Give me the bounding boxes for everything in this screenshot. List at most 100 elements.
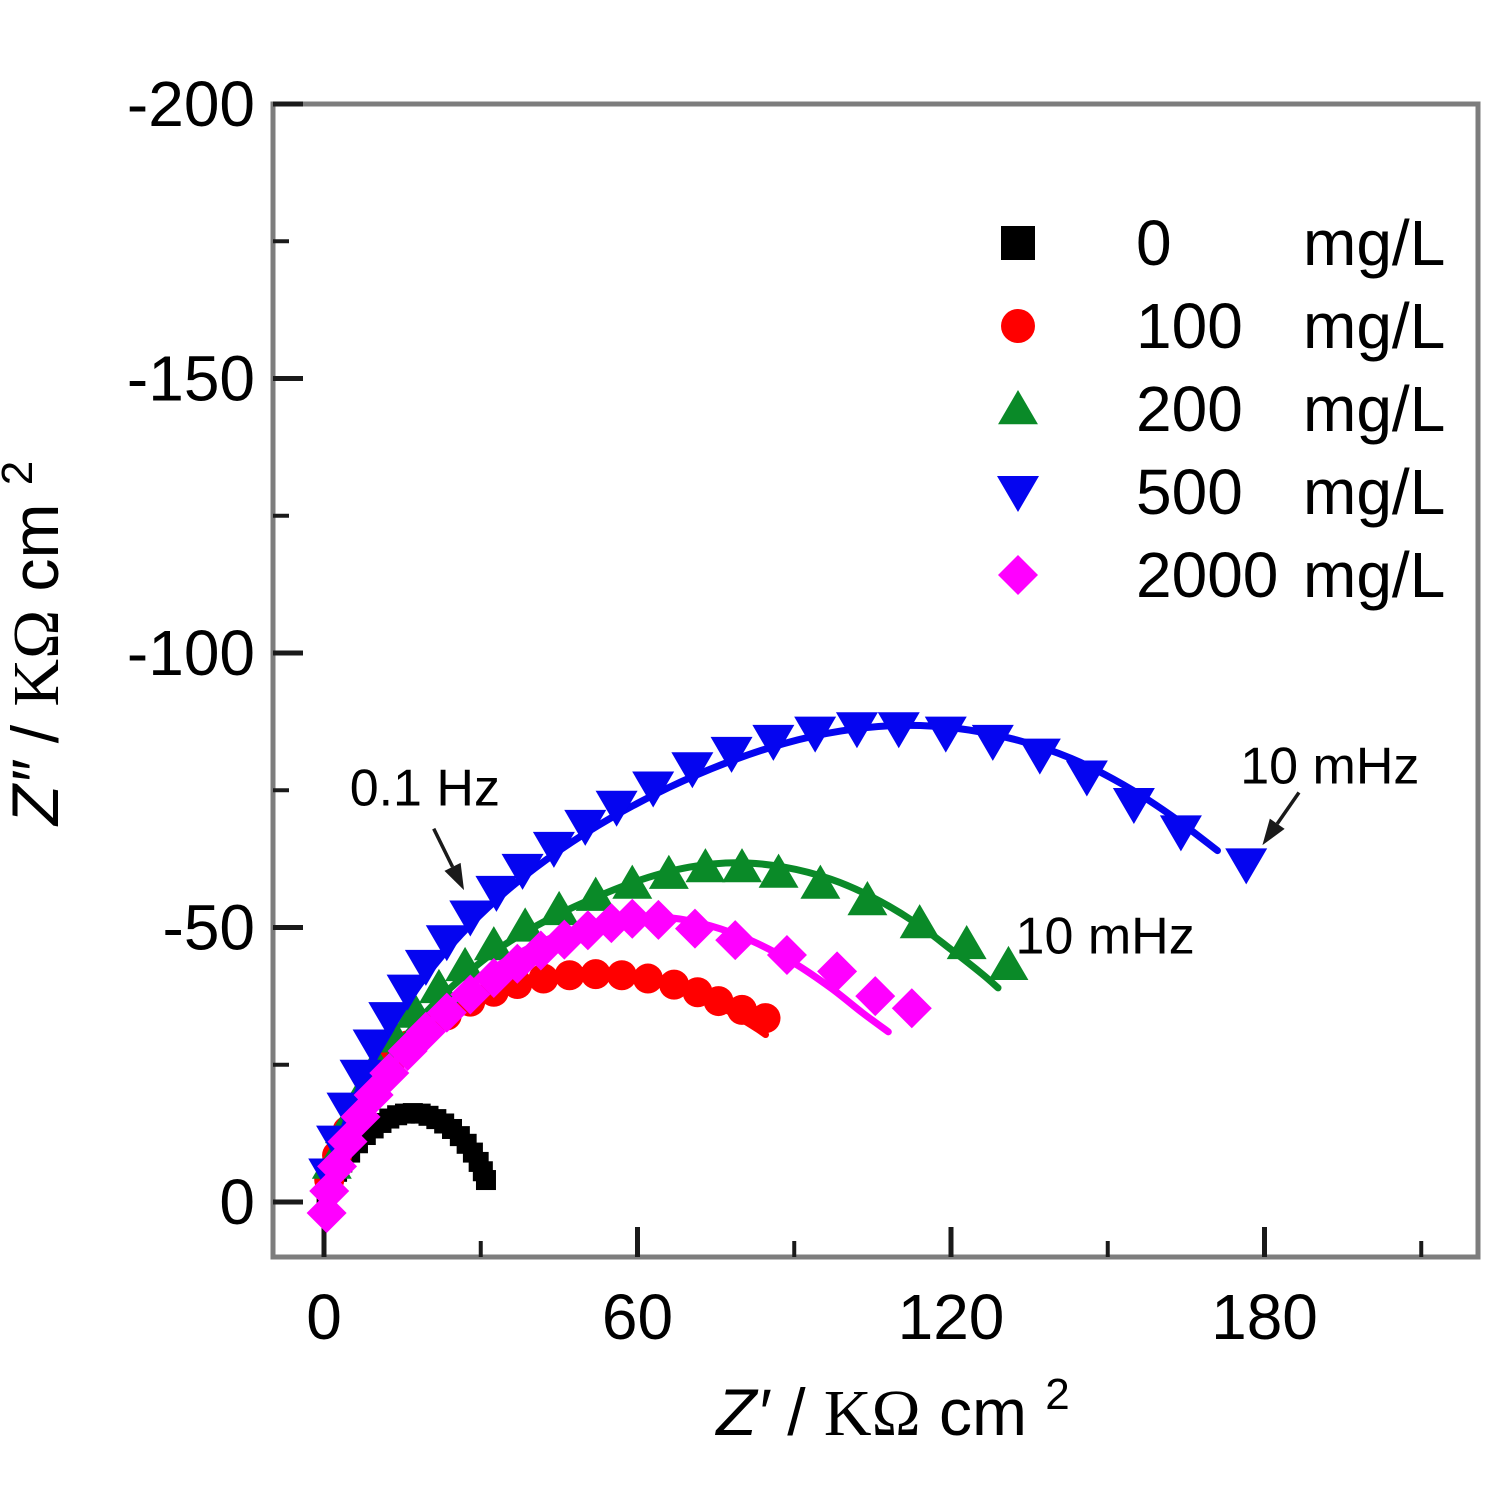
triangle-down-marker (997, 476, 1039, 512)
diamond-marker (855, 976, 896, 1017)
annotation-0-1-hz-0: 0.1 Hz (350, 760, 500, 891)
square-marker (1001, 226, 1035, 260)
triangle-up-marker (445, 946, 486, 982)
triangle-down-marker (794, 716, 837, 753)
circle-marker (580, 959, 611, 990)
legend-item-500-mg-l: 500 mg/L (997, 456, 1445, 528)
legend-item-200-mg-l: 200 mg/L (998, 373, 1445, 445)
y-tick-labels: 0 -50 -100 -150 -200 (127, 68, 255, 1238)
legend-unit: mg/L (1303, 290, 1445, 362)
circle-marker (606, 960, 637, 991)
triangle-down-marker (877, 712, 920, 749)
circle-marker (632, 963, 663, 994)
triangle-up-marker (988, 945, 1029, 981)
triangle-down-marker (671, 752, 714, 789)
diamond-marker (369, 1052, 410, 1093)
plot-frame (270, 101, 1481, 1260)
x-axis-label: Z′ / KΩ cm 2 (714, 1370, 1070, 1450)
axis-ticks (273, 101, 1424, 1257)
y-tick-label: -200 (127, 68, 255, 140)
y-tick-label: 0 (219, 1166, 255, 1238)
circle-marker (659, 969, 690, 1000)
circle-marker (727, 994, 757, 1025)
legend-unit: mg/L (1303, 373, 1445, 445)
triangle-down-marker (449, 900, 492, 937)
annotation-arrowhead (1262, 818, 1285, 846)
legend-item-100-mg-l: 100 mg/L (1001, 290, 1445, 362)
triangle-down-marker (971, 724, 1014, 761)
legend-value: 100 (1136, 290, 1243, 362)
y-tick-label: -100 (127, 617, 255, 689)
y-tick-label: -150 (127, 343, 255, 415)
circle-marker (554, 960, 585, 991)
triangle-down-marker (425, 925, 468, 962)
triangle-up-marker (612, 864, 653, 899)
legend-value: 500 (1136, 456, 1243, 528)
triangle-down-marker (632, 771, 675, 808)
legend-value: 2000 (1136, 539, 1278, 611)
triangle-down-marker (501, 853, 544, 890)
triangle-down-marker (752, 724, 795, 761)
annotation-10-mhz-1: 10 mHz (1016, 908, 1195, 966)
annotation-arrowhead (444, 862, 465, 891)
square-marker (475, 1170, 496, 1191)
legend-unit: mg/L (1303, 456, 1445, 528)
annotation-text: 10 mHz (1016, 908, 1195, 966)
triangle-up-marker (899, 904, 940, 939)
triangle-up-marker (800, 864, 841, 899)
diamond-marker (766, 934, 807, 975)
circle-marker (750, 1003, 781, 1034)
triangle-up-marker (847, 881, 888, 916)
y-tick-label: -50 (163, 892, 256, 964)
diamond-marker (405, 1011, 446, 1052)
triangle-up-marker (575, 876, 616, 911)
triangle-down-marker (404, 949, 447, 986)
triangle-down-marker (368, 1002, 411, 1039)
circle-marker (1001, 309, 1035, 343)
y-axis-label: Z″ / KΩ cm 2 (0, 461, 73, 828)
annotation-arrow-line (1275, 791, 1301, 825)
diamond-marker (426, 992, 467, 1033)
triangle-down-marker (1159, 815, 1202, 852)
triangle-down-marker (339, 1059, 382, 1096)
triangle-down-marker (595, 790, 638, 827)
triangle-down-marker (924, 716, 967, 753)
triangle-up-marker (685, 848, 726, 883)
triangle-down-marker (1065, 760, 1108, 797)
diamond-marker (817, 951, 858, 992)
series-2000-mg-l (306, 898, 932, 1233)
triangle-down-marker (1225, 848, 1268, 885)
x-tick-label: 120 (898, 1281, 1005, 1353)
x-tick-label: 60 (602, 1281, 673, 1353)
diamond-marker (638, 899, 679, 940)
triangle-down-marker (386, 974, 429, 1011)
diamond-marker (612, 898, 653, 939)
annotation-10-mhz-2: 10 mHz (1240, 738, 1419, 846)
x-tick-labels: 0 60 120 180 (306, 1281, 1318, 1353)
triangle-down-marker (1112, 787, 1155, 824)
triangle-down-marker (835, 712, 878, 749)
triangle-down-marker (564, 809, 607, 846)
triangle-up-marker (946, 924, 987, 960)
triangle-down-marker (710, 736, 753, 773)
triangle-down-marker (352, 1029, 395, 1066)
diamond-marker (715, 920, 756, 961)
triangle-up-marker (419, 968, 459, 1004)
circle-marker (528, 963, 559, 994)
triangle-up-marker (722, 848, 762, 883)
triangle-up-marker (648, 854, 689, 889)
annotation-text: 10 mHz (1240, 738, 1419, 796)
x-tick-label: 0 (306, 1281, 342, 1353)
legend-unit: mg/L (1303, 539, 1445, 611)
series-500-mg-l (308, 712, 1268, 1195)
triangle-up-marker (505, 907, 546, 942)
triangle-down-marker (532, 831, 575, 868)
triangle-down-marker (1018, 738, 1061, 775)
annotation-arrow-line (432, 827, 455, 868)
circle-marker (703, 986, 734, 1017)
diamond-marker (674, 908, 715, 949)
legend: 0 mg/L 100 mg/L 200 mg/L 500 mg/L 2000 mg/L (997, 207, 1445, 611)
triangle-down-marker (475, 875, 518, 912)
